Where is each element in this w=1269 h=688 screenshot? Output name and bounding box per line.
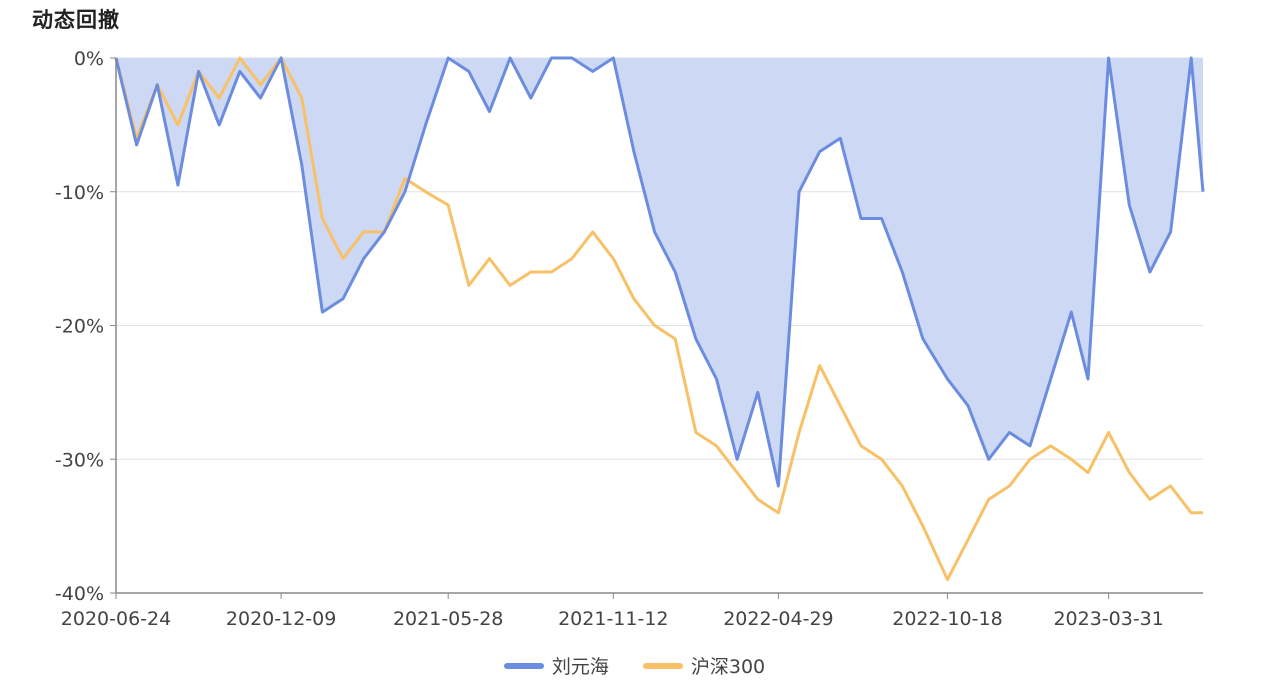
x-tick-label: 2020-12-09 — [226, 608, 336, 630]
legend-label-series-1: 刘元海 — [551, 656, 609, 678]
x-tick-label: 2022-04-29 — [723, 608, 833, 630]
legend-item-series-1[interactable]: 刘元海 — [503, 652, 609, 679]
legend-swatch-series-1 — [503, 662, 544, 669]
x-tick-label: 2023-03-31 — [1053, 608, 1163, 630]
x-tick-label: 2022-10-18 — [892, 608, 1002, 630]
series-line-2 — [114, 56, 1203, 582]
legend-item-series-2[interactable]: 沪深300 — [642, 652, 766, 679]
y-tick-label: -20% — [55, 316, 104, 338]
series-area-1 — [116, 58, 1203, 486]
y-tick-label: 0% — [74, 48, 104, 70]
legend: 刘元海 沪深300 — [0, 652, 1269, 679]
drawdown-chart: 0% -10% -20% -30% -40% 2020-06-24 2020-12-09 20… — [55, 48, 1205, 630]
y-tick-label: -10% — [55, 182, 104, 204]
legend-label-series-2: 沪深300 — [690, 656, 766, 678]
y-tick-label: -30% — [55, 449, 104, 471]
x-tick-label: 2020-06-24 — [61, 608, 171, 630]
y-tick-label: -40% — [55, 583, 104, 605]
legend-swatch-series-2 — [642, 662, 683, 669]
chart-title: 动态回撤 — [32, 8, 120, 32]
x-tick-label: 2021-05-28 — [393, 608, 503, 630]
series-line-1 — [114, 56, 1205, 488]
x-tick-label: 2021-11-12 — [558, 608, 668, 630]
